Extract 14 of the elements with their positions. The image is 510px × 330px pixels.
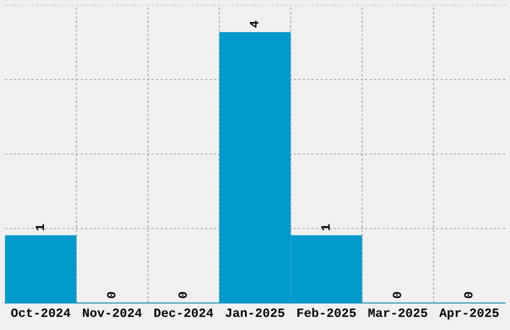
- data-label: 1: [321, 224, 330, 230]
- data-label: 0: [392, 292, 402, 298]
- data-label: 1: [36, 224, 44, 230]
- data-label: 0: [178, 292, 187, 298]
- x-tick-label: Apr-2025: [439, 308, 499, 320]
- x-tick-label: Oct-2024: [11, 308, 70, 318]
- data-label: 0: [464, 292, 473, 298]
- x-tick-label: Nov-2024: [82, 308, 142, 318]
- data-label: 0: [107, 292, 116, 298]
- x-tick-label: Dec-2024: [154, 308, 214, 318]
- data-label: 4: [250, 20, 258, 28]
- x-tick-label: Feb-2025: [297, 308, 356, 318]
- x-tick-label: Jan-2025: [226, 308, 284, 318]
- x-tick-label: Mar-2025: [368, 308, 428, 318]
